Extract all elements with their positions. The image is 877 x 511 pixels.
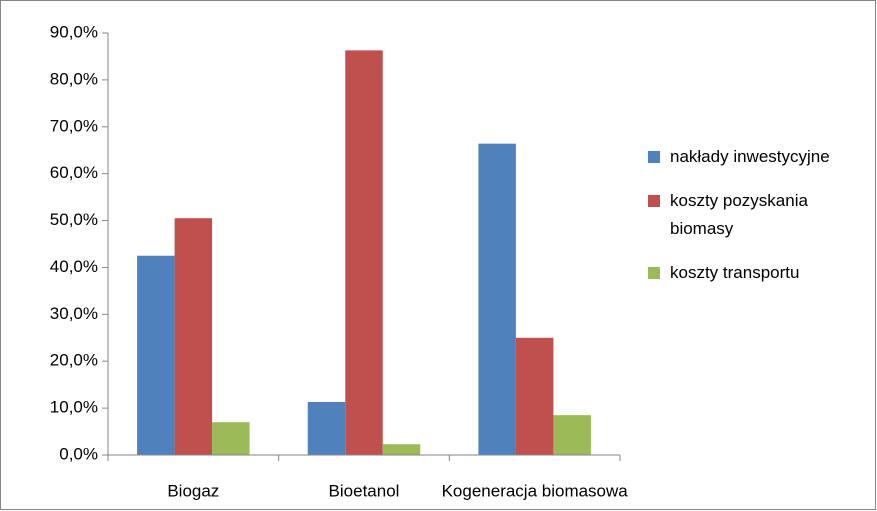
bar	[515, 337, 554, 455]
bar	[382, 444, 421, 455]
x-tick-label: Bioetanol	[329, 481, 400, 500]
bar	[137, 255, 175, 455]
bar	[478, 143, 516, 455]
bar	[345, 50, 383, 456]
y-tick-label: 30,0%	[50, 304, 98, 323]
bar	[174, 218, 213, 455]
y-tick-label: 60,0%	[50, 163, 98, 182]
legend-label: koszty pozyskania biomasy	[670, 191, 808, 238]
legend-swatch	[648, 195, 660, 207]
bar	[553, 415, 591, 455]
legend: nakłady inwestycyjne koszty pozyskania bi…	[648, 143, 870, 303]
bar	[212, 422, 250, 455]
y-tick-label: 0,0%	[59, 444, 98, 463]
legend-label: koszty transportu	[670, 263, 800, 282]
legend-entry: nakłady inwestycyjne	[648, 143, 870, 171]
x-tick-label: Biogaz	[167, 481, 219, 500]
legend-entry: koszty transportu	[648, 259, 870, 287]
y-tick-label: 40,0%	[50, 257, 98, 276]
legend-entry: koszty pozyskania biomasy	[648, 187, 870, 243]
y-tick-label: 10,0%	[50, 398, 98, 417]
y-tick-label: 20,0%	[50, 351, 98, 370]
y-tick-label: 50,0%	[50, 210, 98, 229]
x-tick-label: Kogeneracja biomasowa	[442, 481, 629, 500]
y-tick-label: 70,0%	[50, 116, 98, 135]
legend-swatch	[648, 267, 660, 279]
legend-swatch	[648, 151, 660, 163]
y-tick-label: 90,0%	[50, 22, 98, 41]
legend-label: nakłady inwestycyjne	[670, 147, 830, 166]
y-tick-label: 80,0%	[50, 69, 98, 88]
bar	[307, 402, 346, 455]
